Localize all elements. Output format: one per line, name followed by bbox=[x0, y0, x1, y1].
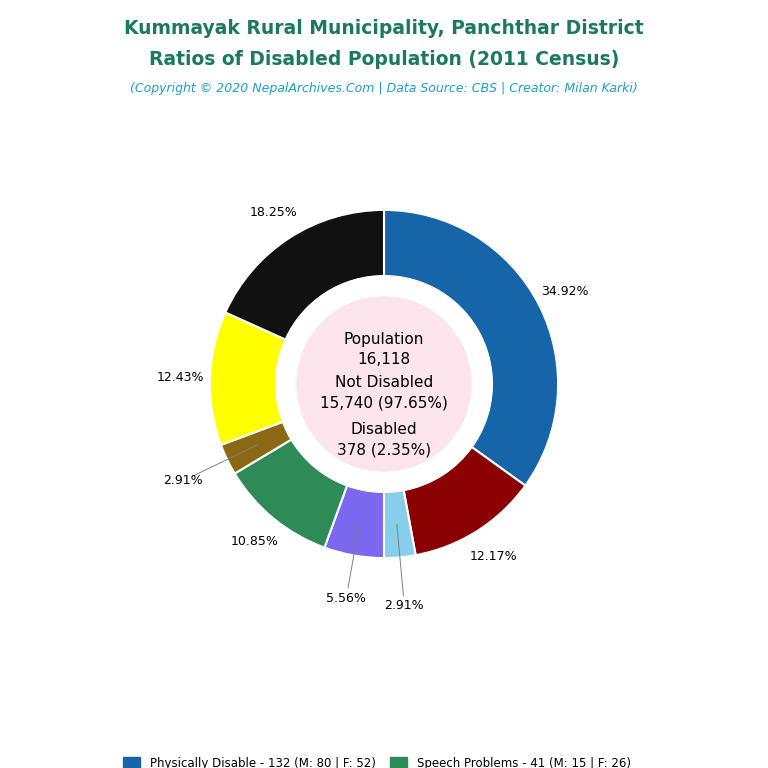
Wedge shape bbox=[384, 490, 415, 558]
Text: Kummayak Rural Municipality, Panchthar District: Kummayak Rural Municipality, Panchthar D… bbox=[124, 19, 644, 38]
Text: Disabled
378 (2.35%): Disabled 378 (2.35%) bbox=[337, 422, 431, 457]
Text: Population
16,118: Population 16,118 bbox=[344, 332, 424, 366]
Legend: Physically Disable - 132 (M: 80 | F: 52), Blind Only - 69 (M: 29 | F: 40), Intel: Physically Disable - 132 (M: 80 | F: 52)… bbox=[117, 750, 651, 768]
Wedge shape bbox=[384, 210, 558, 485]
Text: 10.85%: 10.85% bbox=[230, 535, 278, 548]
Text: (Copyright © 2020 NepalArchives.Com | Data Source: CBS | Creator: Milan Karki): (Copyright © 2020 NepalArchives.Com | Da… bbox=[130, 82, 638, 95]
Text: 2.91%: 2.91% bbox=[164, 474, 203, 487]
Circle shape bbox=[276, 276, 492, 492]
Wedge shape bbox=[235, 439, 347, 548]
Text: 12.17%: 12.17% bbox=[469, 549, 517, 562]
Text: 34.92%: 34.92% bbox=[541, 285, 589, 297]
Text: 12.43%: 12.43% bbox=[157, 371, 204, 384]
Circle shape bbox=[297, 297, 471, 471]
Wedge shape bbox=[324, 485, 384, 558]
Wedge shape bbox=[221, 422, 291, 474]
Wedge shape bbox=[210, 313, 286, 445]
Text: Ratios of Disabled Population (2011 Census): Ratios of Disabled Population (2011 Cens… bbox=[149, 50, 619, 69]
Wedge shape bbox=[225, 210, 384, 339]
Text: 18.25%: 18.25% bbox=[250, 207, 297, 220]
Text: Not Disabled
15,740 (97.65%): Not Disabled 15,740 (97.65%) bbox=[320, 376, 448, 410]
Text: 2.91%: 2.91% bbox=[385, 599, 424, 612]
Text: 5.56%: 5.56% bbox=[326, 592, 366, 604]
Wedge shape bbox=[404, 447, 525, 555]
